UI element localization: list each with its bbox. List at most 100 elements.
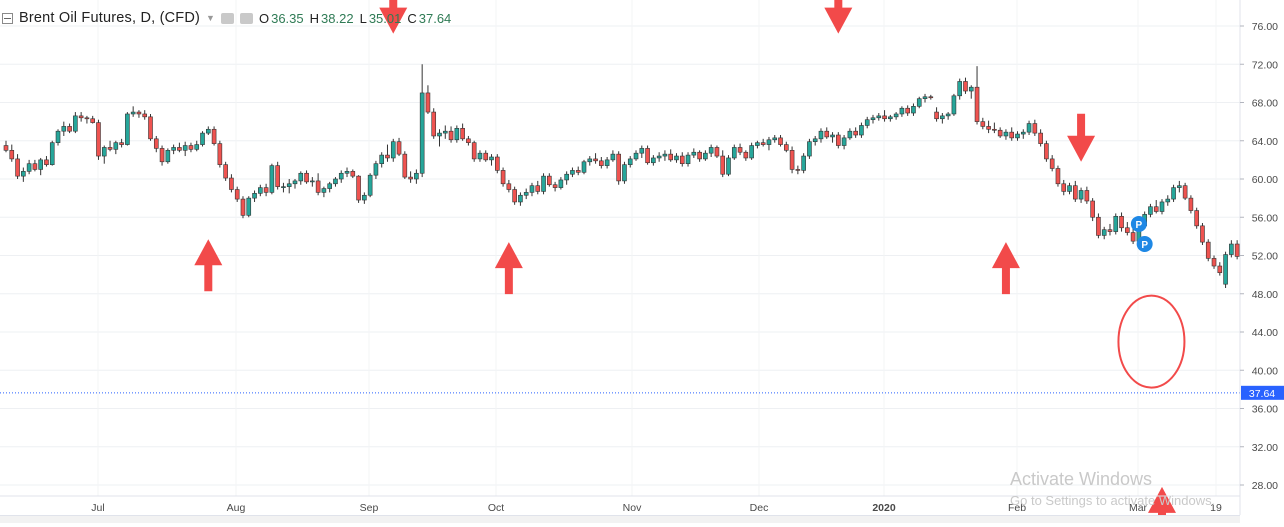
candle-body [442, 130, 448, 134]
candle [101, 145, 107, 164]
candle-body [73, 115, 78, 132]
arrow-up-icon [194, 239, 223, 292]
candle [593, 153, 598, 164]
pivot-marker[interactable]: P [1130, 215, 1147, 232]
candle [830, 132, 835, 143]
candle [67, 123, 72, 134]
candle [373, 160, 379, 179]
candle [148, 113, 153, 141]
candle [610, 150, 616, 162]
eye-icon[interactable] [220, 12, 234, 24]
candle-body [171, 147, 176, 151]
candle [448, 126, 454, 143]
candle-body [1200, 225, 1205, 243]
current-price-tag: 37.64 [1241, 385, 1284, 400]
candle [471, 140, 477, 162]
candle [945, 112, 951, 120]
candle [859, 122, 864, 138]
candle-body [685, 154, 691, 164]
candle-body [697, 151, 702, 160]
candle [246, 196, 252, 218]
price-tick-label: 76.00 [1252, 21, 1278, 33]
candle [258, 184, 263, 197]
pivot-marker[interactable]: P [1136, 236, 1153, 253]
candle-body [78, 115, 84, 119]
pivot-marker-label: P [1136, 220, 1143, 231]
candle [934, 107, 939, 122]
candle [911, 103, 916, 116]
candle [807, 138, 812, 159]
candle-body [55, 130, 61, 143]
candle-body [1107, 229, 1113, 232]
candle-body [760, 142, 766, 145]
windows-watermark: Activate Windows Go to Settings to activ… [1010, 469, 1215, 508]
symbol-title[interactable]: Brent Oil Futures, D, (CFD) [19, 10, 201, 26]
candle [1061, 179, 1067, 196]
candle-body [460, 128, 465, 140]
candle [223, 161, 228, 181]
candle [1153, 200, 1159, 214]
candle [489, 154, 494, 166]
candle-body [552, 184, 558, 188]
candle-body [1217, 265, 1223, 274]
candle-body [847, 130, 853, 139]
price-axis[interactable]: 76.00 72.00 68.00 64.00 60.00 56.00 52.00 48.00… [1240, 21, 1278, 492]
candle-body [587, 158, 593, 163]
candle [1148, 203, 1153, 218]
candle [922, 93, 928, 103]
candle [396, 137, 402, 157]
candle [1182, 182, 1188, 201]
candle-body [107, 147, 113, 150]
highlight-circle [1117, 294, 1186, 389]
candle-body [766, 139, 772, 145]
candle-body [604, 159, 610, 166]
candle [1171, 184, 1176, 202]
candle-body [367, 174, 373, 196]
candle [125, 112, 130, 146]
candle-body [315, 180, 321, 193]
candle-body [864, 119, 870, 126]
time-tick-label: Nov [623, 502, 642, 514]
candle-body [870, 117, 876, 121]
annotations [194, 0, 1186, 527]
time-axis[interactable]: Jul Aug Sep Oct Nov Dec 2020 Feb Mar 19 [0, 495, 1240, 514]
candle [466, 135, 471, 146]
candle-body [535, 185, 541, 192]
candle-body [581, 161, 587, 173]
collapse-icon[interactable] [2, 12, 13, 24]
candle-body [483, 152, 489, 161]
candle-body [541, 175, 546, 192]
candle-body [893, 113, 899, 118]
candle [315, 173, 321, 196]
candle [512, 186, 517, 205]
candle [997, 127, 1003, 138]
candle-body [1003, 131, 1009, 137]
candle [651, 155, 656, 166]
candle [321, 186, 327, 198]
candle [801, 153, 806, 174]
bottom-scroll-strip[interactable] [0, 515, 1240, 523]
candle [460, 123, 465, 141]
candle-body [489, 156, 494, 161]
candle-body [494, 156, 500, 171]
candle [200, 131, 205, 147]
chevron-down-icon[interactable]: ▼ [206, 13, 215, 23]
price-tick-label: 44.00 [1252, 327, 1278, 339]
candle-body [656, 155, 662, 159]
candle-body [26, 163, 32, 172]
candle-body [292, 180, 298, 185]
candle-body [940, 115, 945, 120]
candle [431, 108, 437, 139]
candle [1113, 213, 1119, 235]
price-tick-label: 68.00 [1252, 98, 1278, 110]
candle-body [708, 147, 714, 154]
time-tick-label: 2020 [872, 502, 896, 514]
candle-body [622, 164, 627, 182]
candle [38, 157, 43, 176]
candle [1049, 155, 1055, 172]
gear-icon[interactable] [239, 12, 253, 24]
candle-body [466, 138, 471, 143]
candle-body [431, 111, 437, 137]
